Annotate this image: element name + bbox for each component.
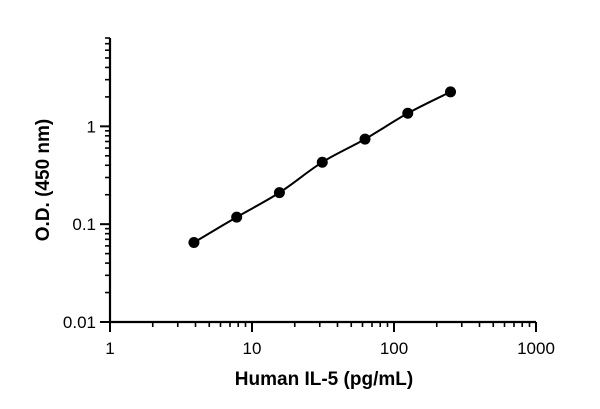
data-points <box>188 86 457 248</box>
data-point <box>359 133 371 145</box>
x-axis-label: Human IL-5 (pg/mL) <box>235 369 413 390</box>
y-tick-label: 1 <box>87 117 96 136</box>
data-point <box>188 236 200 248</box>
data-point <box>445 86 457 98</box>
y-axis-label: O.D. (450 nm) <box>33 119 54 241</box>
x-axis: 1 10 100 1000 <box>105 320 555 358</box>
y-tick-label: 0.01 <box>63 313 96 332</box>
data-point <box>273 187 285 199</box>
y-axis: 0.01 0.1 1 <box>63 37 112 332</box>
x-tick-label: 1 <box>105 339 114 358</box>
data-point <box>231 211 243 223</box>
y-tick-label: 0.1 <box>72 215 96 234</box>
data-point <box>402 107 414 119</box>
x-tick-label: 1000 <box>517 339 555 358</box>
data-point <box>316 156 328 168</box>
x-tick-label: 100 <box>380 339 408 358</box>
x-tick-label: 10 <box>243 339 262 358</box>
